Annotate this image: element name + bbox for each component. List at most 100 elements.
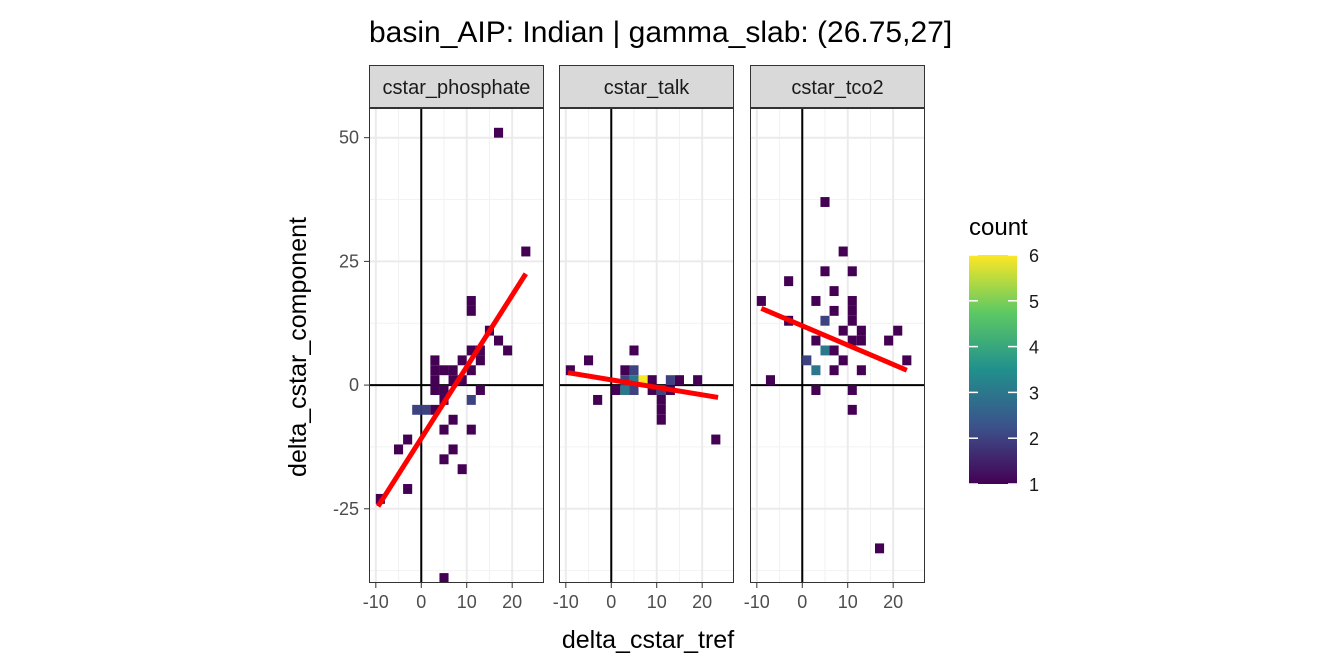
heatmap-bin	[448, 375, 458, 386]
heatmap-bin	[820, 315, 830, 326]
heatmap-bin	[448, 365, 458, 376]
trend-line	[760, 306, 908, 373]
x-axis-title: delta_cstar_tref	[562, 626, 734, 654]
heatmap-bin	[647, 385, 657, 395]
heatmap-bin	[820, 345, 830, 356]
heatmap-bin	[811, 385, 821, 395]
x-tick-label: 10	[838, 592, 858, 612]
heatmap-bin	[847, 335, 857, 346]
color-legend: count 1 2 3 4 5 6	[969, 214, 1039, 495]
heatmap-bin	[856, 325, 866, 336]
heatmap-bin	[457, 464, 467, 475]
heatmap-bin	[611, 385, 621, 395]
heatmap-bin	[457, 375, 467, 386]
heatmap-bin	[756, 296, 766, 306]
trend-line	[375, 272, 528, 508]
heatmap-bin	[711, 434, 721, 445]
heatmap-bin	[565, 365, 575, 376]
panel-border	[369, 108, 544, 583]
heatmap-bin	[902, 355, 912, 366]
heatmap-bin	[765, 375, 775, 386]
heatmap-bin	[494, 127, 504, 138]
heatmap-bin	[448, 444, 458, 455]
chart-title: basin_AIP: Indian | gamma_slab: (26.75,2…	[369, 16, 952, 49]
heatmap-bin	[829, 345, 839, 356]
facet-strip-label: cstar_phosphate	[383, 77, 531, 99]
panel-border	[559, 108, 734, 583]
heatmap-bin	[412, 404, 422, 415]
heatmap-bin	[693, 375, 703, 386]
heatmap-bin	[448, 414, 458, 425]
heatmap-bin	[430, 375, 440, 386]
heatmap-bin	[494, 335, 504, 346]
facet-panel-cstar_phosphate: cstar_phosphate -10 0 10 20 -25 0 25 50	[333, 65, 544, 612]
heatmap-bin	[475, 355, 485, 366]
heatmap-bin	[403, 434, 413, 445]
heatmap-bin	[403, 484, 413, 494]
heatmap-bin	[656, 414, 666, 425]
facet-panels: cstar_phosphate -10 0 10 20 -25 0 25 50 cstar_tal…	[333, 65, 925, 612]
heatmap-bin	[466, 305, 476, 316]
heatmap-bin	[475, 385, 485, 395]
y-tick-label: 25	[339, 251, 359, 271]
heatmap-bin	[584, 355, 594, 366]
panel-background	[369, 108, 544, 583]
heatmap-bin	[430, 355, 440, 366]
heatmap-bin	[503, 345, 513, 356]
heatmap-bin	[820, 197, 830, 207]
x-tick-label: 0	[416, 592, 426, 612]
x-tick-label: -10	[553, 592, 579, 612]
heatmap-bin	[629, 385, 639, 395]
heatmap-bin	[394, 444, 404, 455]
panel-background	[559, 108, 734, 583]
legend-tick-label: 1	[1029, 475, 1039, 495]
legend-tick-label: 6	[1029, 246, 1039, 266]
heatmap-bin	[629, 365, 639, 376]
heatmap-bin	[847, 266, 857, 277]
heatmap-bin	[847, 385, 857, 395]
legend-tick-label: 4	[1029, 338, 1039, 358]
heatmap-bin	[620, 385, 630, 395]
panel-border	[750, 108, 925, 583]
heatmap-bin	[439, 454, 449, 465]
x-tick-label: 10	[647, 592, 667, 612]
heatmap-bin	[811, 335, 821, 346]
facet-panel-cstar_talk: cstar_talk -10 0 10 20	[553, 65, 734, 612]
trend-line	[567, 370, 719, 400]
facet-strip	[369, 65, 544, 108]
heatmap-bin	[829, 305, 839, 316]
x-tick-label: 20	[692, 592, 712, 612]
heatmap-bin	[893, 325, 903, 336]
legend-tick-label: 5	[1029, 292, 1039, 312]
heatmap-bin	[421, 404, 431, 415]
heatmap-bin	[674, 375, 684, 386]
heatmap-bin	[838, 325, 848, 336]
facet-strip-label: cstar_talk	[604, 77, 691, 99]
heatmap-bin	[638, 375, 648, 386]
heatmap-bin	[847, 305, 857, 316]
y-tick-label: 50	[339, 128, 359, 148]
y-tick-label: 0	[349, 375, 359, 395]
facet-strip	[750, 65, 925, 108]
x-tick-label: 10	[457, 592, 477, 612]
x-tick-label: 20	[883, 592, 903, 612]
y-axis-title: delta_cstar_component	[284, 217, 312, 477]
heatmap-bin	[466, 424, 476, 435]
heatmap-bin	[629, 375, 639, 386]
heatmap-bin	[656, 404, 666, 415]
heatmap-bin	[838, 246, 848, 257]
facet-panel-cstar_tco2: cstar_tco2 -10 0 10 20	[744, 65, 925, 612]
heatmap-bin	[430, 404, 440, 415]
x-tick-label: 0	[797, 592, 807, 612]
heatmap-bin	[439, 385, 449, 395]
heatmap-bin	[829, 365, 839, 376]
legend-tick-label: 2	[1029, 429, 1039, 449]
heatmap-bin	[838, 355, 848, 366]
y-tick-label: -25	[333, 499, 359, 519]
heatmap-bin	[811, 296, 821, 306]
heatmap-bin	[439, 424, 449, 435]
heatmap-bin	[466, 365, 476, 376]
heatmap-bin	[439, 573, 449, 583]
heatmap-bin	[647, 375, 657, 386]
